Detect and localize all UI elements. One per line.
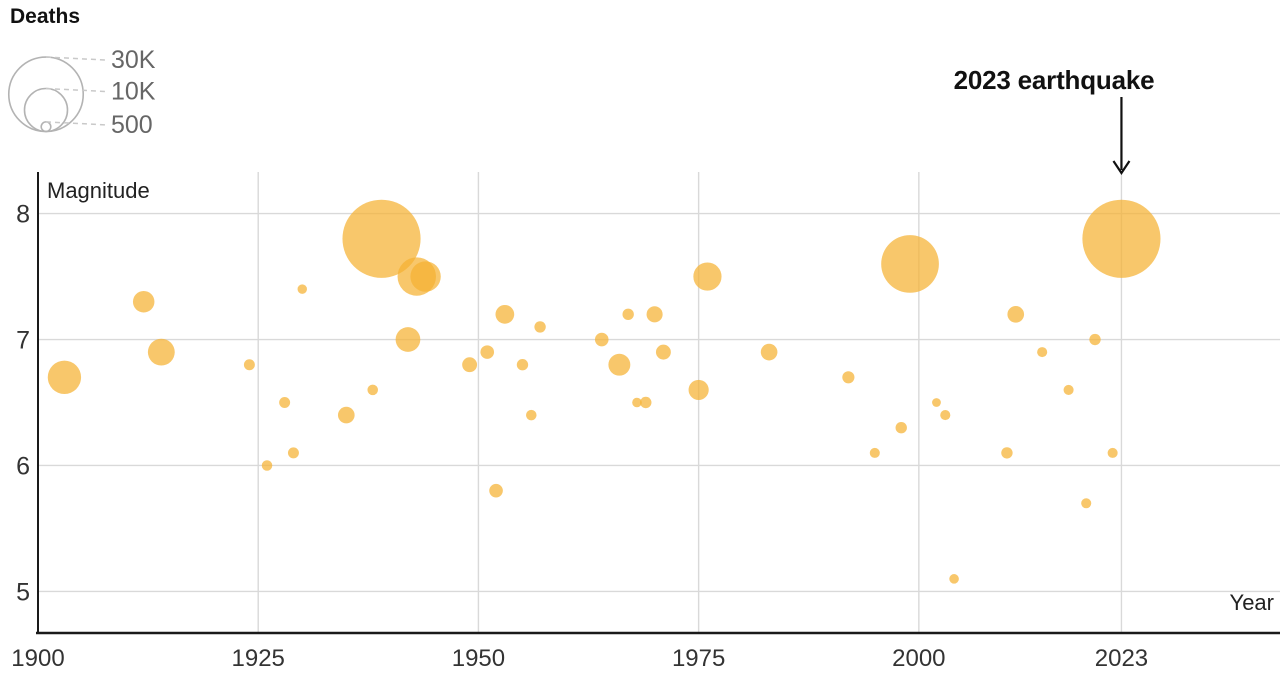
bubble bbox=[646, 306, 663, 323]
bubble bbox=[842, 371, 855, 384]
x-tick-label: 1900 bbox=[11, 645, 64, 672]
arrow-head bbox=[1112, 160, 1131, 175]
bubble bbox=[147, 338, 175, 366]
bubble bbox=[297, 284, 307, 294]
bubble bbox=[655, 344, 671, 360]
bubble bbox=[342, 199, 421, 278]
bubble bbox=[640, 396, 652, 409]
bubble bbox=[132, 290, 155, 313]
bubble bbox=[279, 397, 291, 408]
bubble bbox=[881, 235, 939, 293]
x-tick-label: 1925 bbox=[232, 645, 285, 672]
x-tick-label: 2023 bbox=[1095, 645, 1148, 672]
legend-dash bbox=[45, 121, 107, 126]
bubble bbox=[480, 345, 495, 359]
y-tick-label: 8 bbox=[16, 201, 30, 229]
bubble bbox=[47, 360, 82, 394]
y-tick-label: 6 bbox=[16, 452, 30, 480]
bubble bbox=[395, 327, 421, 352]
legend-circle bbox=[40, 121, 52, 133]
bubble bbox=[287, 447, 299, 459]
bubble bbox=[895, 422, 907, 434]
gridlines bbox=[38, 172, 1280, 633]
bubble bbox=[760, 343, 778, 361]
bubble bbox=[489, 483, 503, 498]
annotation-arrow bbox=[1112, 97, 1131, 175]
bubble bbox=[632, 397, 642, 408]
bubble bbox=[410, 261, 441, 292]
deaths-size-legend: 30K 10K 500 bbox=[7, 46, 156, 139]
bubble bbox=[243, 359, 255, 371]
bubble bbox=[462, 357, 478, 373]
legend-dash bbox=[45, 87, 107, 93]
y-tick-label: 5 bbox=[16, 578, 30, 606]
bubble bbox=[367, 384, 378, 396]
bubble bbox=[688, 379, 709, 400]
y-tick-label: 7 bbox=[16, 327, 30, 355]
y-axis-title: Magnitude bbox=[47, 178, 150, 203]
legend-title: Deaths bbox=[10, 5, 81, 28]
bubble bbox=[495, 304, 515, 324]
legend-dash bbox=[45, 56, 107, 61]
legend-size-label: 10K bbox=[111, 78, 156, 106]
bubble bbox=[1063, 384, 1074, 395]
legend-circle bbox=[7, 56, 85, 133]
bubbles bbox=[47, 199, 1161, 584]
bubble bbox=[869, 447, 880, 458]
bubble bbox=[693, 262, 722, 291]
x-axis-title: Year bbox=[1229, 590, 1274, 615]
bubble bbox=[337, 406, 355, 424]
tick-labels: 1900 1925 1950 1975 2000 2023 5 6 7 8 bbox=[11, 201, 1148, 672]
legend-circle bbox=[23, 87, 69, 133]
bubble bbox=[1107, 447, 1118, 458]
bubble bbox=[940, 410, 951, 421]
bubble bbox=[1082, 199, 1161, 278]
bubble bbox=[1001, 447, 1013, 459]
legend-size-label: 30K bbox=[111, 46, 156, 74]
x-tick-label: 1950 bbox=[452, 645, 505, 672]
bubble bbox=[534, 321, 546, 333]
axes bbox=[36, 172, 1280, 635]
bubble bbox=[526, 409, 537, 421]
bubble bbox=[622, 308, 634, 321]
bubble bbox=[594, 332, 609, 347]
bubble bbox=[1007, 306, 1025, 323]
bubble bbox=[608, 353, 631, 376]
bubble bbox=[1089, 333, 1101, 346]
x-tick-label: 2000 bbox=[892, 645, 945, 672]
bubble bbox=[1037, 347, 1048, 358]
annotation-2023-earthquake: 2023 earthquake bbox=[953, 65, 1155, 95]
bubble bbox=[1081, 498, 1092, 509]
bubble bbox=[932, 398, 941, 407]
bubble bbox=[949, 574, 959, 584]
x-tick-label: 1975 bbox=[672, 645, 725, 672]
bubble bbox=[261, 460, 273, 471]
bubble bbox=[516, 359, 529, 371]
legend-size-label: 500 bbox=[111, 111, 153, 139]
